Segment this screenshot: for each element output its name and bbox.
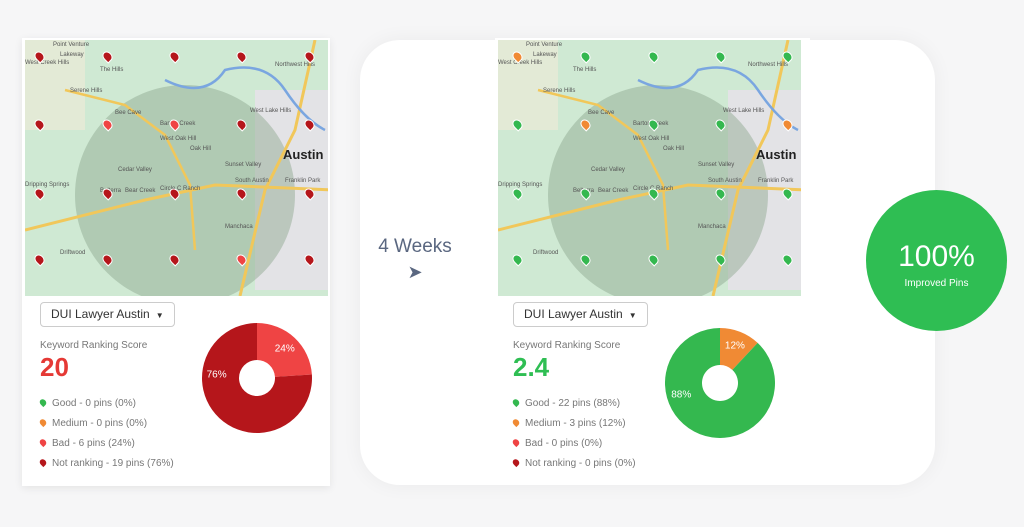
caret-down-icon: ▼ bbox=[155, 311, 164, 320]
donut-slice-bad bbox=[257, 323, 312, 377]
map-label: Oak Hill bbox=[190, 146, 212, 152]
keyword-dropdown[interactable]: DUI Lawyer Austin ▼ bbox=[513, 302, 648, 327]
map-label: Manchaca bbox=[225, 224, 253, 230]
map-label: Northwest Hills bbox=[748, 62, 789, 68]
legend-item-not_ranking: Not ranking - 19 pins (76%) bbox=[38, 454, 174, 474]
donut-label: 76% bbox=[207, 370, 227, 381]
map-label: Point Venture bbox=[526, 42, 563, 48]
map-label: Sunset Valley bbox=[698, 162, 735, 168]
map-label: Lakeway bbox=[60, 52, 84, 58]
map-label: West Oak Hill bbox=[160, 136, 197, 142]
keyword-dropdown[interactable]: DUI Lawyer Austin ▼ bbox=[40, 302, 175, 327]
before-panel: Point Venture Lakeway The Hills West Creek … bbox=[22, 38, 330, 486]
improved-label: Improved Pins bbox=[904, 278, 969, 289]
map-label: Bee Cave bbox=[588, 110, 615, 116]
donut-slice-good bbox=[665, 328, 775, 438]
map-label: Bear Creek bbox=[125, 188, 156, 194]
map-label: Northwest Hills bbox=[275, 62, 316, 68]
map-label: Bear Creek bbox=[598, 188, 629, 194]
map-label: Franklin Park bbox=[285, 178, 321, 184]
score-label: Keyword Ranking Score bbox=[513, 340, 621, 351]
legend: Good - 0 pins (0%) Medium - 0 pins (0%) Ba… bbox=[38, 394, 174, 474]
ranking-map[interactable]: Point Venture Lakeway The Hills West Creek … bbox=[498, 40, 801, 296]
map-label: Cedar Valley bbox=[591, 167, 625, 173]
pin-icon bbox=[511, 437, 521, 448]
keyword-value: DUI Lawyer Austin bbox=[524, 307, 623, 321]
ranking-score: 2.4 bbox=[513, 352, 550, 382]
pin-icon bbox=[511, 397, 521, 408]
map-label: The Hills bbox=[100, 67, 124, 73]
map-label: Austin bbox=[283, 147, 324, 162]
map-label: West Oak Hill bbox=[633, 136, 670, 142]
map-label: Manchaca bbox=[698, 224, 726, 230]
map-label: Austin bbox=[756, 147, 797, 162]
map-label: West Creek Hills bbox=[25, 60, 70, 66]
keyword-value: DUI Lawyer Austin bbox=[51, 307, 150, 321]
legend-item-good: Good - 22 pins (88%) bbox=[511, 394, 636, 414]
arrow-right-icon: ➤ bbox=[407, 262, 423, 282]
ranking-map[interactable]: Point Venture Lakeway The Hills West Creek … bbox=[25, 40, 328, 296]
donut-label: 12% bbox=[725, 340, 745, 351]
map-label: Point Venture bbox=[53, 42, 90, 48]
pin-icon bbox=[38, 417, 48, 428]
map-label: Oak Hill bbox=[663, 146, 685, 152]
map-label: Serene Hills bbox=[543, 88, 576, 94]
map-label: Dripping Springs bbox=[25, 182, 70, 188]
pin-icon bbox=[511, 457, 521, 468]
map-background bbox=[25, 40, 328, 296]
map-label: Cedar Valley bbox=[118, 167, 152, 173]
legend-item-bad: Bad - 0 pins (0%) bbox=[511, 434, 636, 454]
after-panel: Point Venture Lakeway The Hills West Creek … bbox=[495, 38, 810, 483]
legend-item-bad: Bad - 6 pins (24%) bbox=[38, 434, 174, 454]
map-label: Bee Cave bbox=[115, 110, 142, 116]
improved-pins-badge: 100% Improved Pins bbox=[866, 190, 1007, 331]
map-label: South Austin bbox=[708, 178, 742, 184]
map-label: Franklin Park bbox=[758, 178, 794, 184]
donut-label: 24% bbox=[275, 343, 295, 354]
pin-icon bbox=[38, 437, 48, 448]
donut-slice-medium bbox=[720, 328, 758, 370]
map-label: West Lake Hills bbox=[723, 108, 765, 114]
map-label: West Lake Hills bbox=[250, 108, 292, 114]
legend-item-not_ranking: Not ranking - 0 pins (0%) bbox=[511, 454, 636, 474]
map-label: Driftwood bbox=[533, 250, 559, 256]
legend-item-good: Good - 0 pins (0%) bbox=[38, 394, 174, 414]
map-label: Dripping Springs bbox=[498, 182, 543, 188]
pin-icon bbox=[511, 417, 521, 428]
donut-chart: 24% 76% bbox=[202, 323, 312, 433]
map-label: Sunset Valley bbox=[225, 162, 262, 168]
map-label: The Hills bbox=[573, 67, 597, 73]
legend-item-medium: Medium - 0 pins (0%) bbox=[38, 414, 174, 434]
map-label: West Creek Hills bbox=[498, 60, 543, 66]
map-label: Driftwood bbox=[60, 250, 86, 256]
ranking-score: 20 bbox=[40, 352, 69, 382]
legend-item-medium: Medium - 3 pins (12%) bbox=[511, 414, 636, 434]
map-background bbox=[498, 40, 801, 296]
caret-down-icon: ▼ bbox=[628, 311, 637, 320]
period-indicator: 4 Weeks ➤ bbox=[360, 236, 470, 283]
donut-label: 88% bbox=[671, 390, 691, 401]
pin-icon bbox=[38, 457, 48, 468]
map-label: South Austin bbox=[235, 178, 269, 184]
legend: Good - 22 pins (88%) Medium - 3 pins (12%… bbox=[511, 394, 636, 474]
map-label: Circle C Ranch bbox=[160, 186, 201, 192]
pin-icon bbox=[38, 397, 48, 408]
improved-percent: 100% bbox=[898, 240, 975, 273]
donut-chart: 12% 88% bbox=[665, 328, 775, 438]
donut-slice-not_ranking bbox=[202, 323, 312, 433]
score-label: Keyword Ranking Score bbox=[40, 340, 148, 351]
map-label: Lakeway bbox=[533, 52, 557, 58]
period-label: 4 Weeks bbox=[378, 236, 452, 257]
map-label: Serene Hills bbox=[70, 88, 103, 94]
